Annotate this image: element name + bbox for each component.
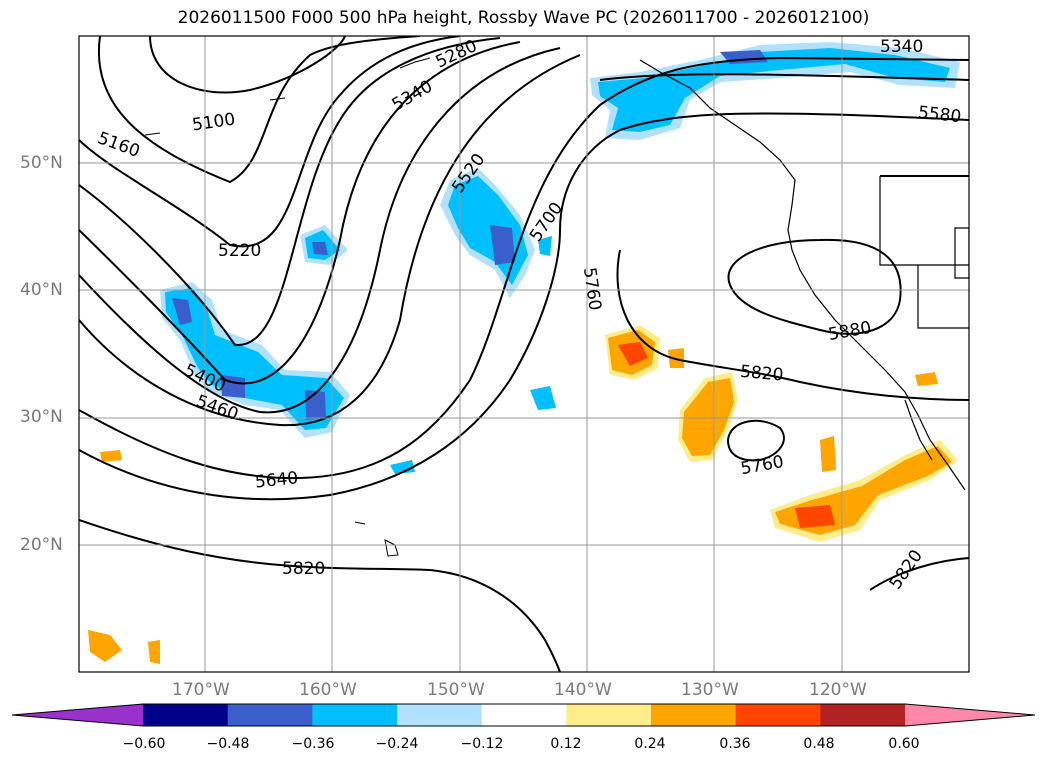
lon-label-170w: 170°W	[172, 680, 230, 700]
lon-label-130w: 130°W	[681, 680, 739, 700]
colorbar-segment	[566, 704, 652, 726]
colorbar-tick: 0.12	[550, 736, 582, 752]
map-title: 2026011500 F000 500 hPa height, Rossby W…	[177, 8, 870, 28]
height-contours	[79, 36, 969, 672]
colorbar-segment	[481, 704, 567, 726]
colorbar-tick: −0.12	[460, 736, 504, 752]
colorbar-extend-low	[12, 704, 143, 726]
colorbar-segment	[312, 704, 398, 726]
graticule	[79, 36, 969, 672]
colorbar-segment	[820, 704, 906, 726]
colorbar-tick: 0.48	[803, 736, 835, 752]
colorbar-tick: −0.36	[291, 736, 335, 752]
colorbar-segment	[143, 704, 229, 726]
colorbar-segment	[397, 704, 483, 726]
contour-label: 5640	[254, 468, 299, 492]
colorbar-segment	[227, 704, 313, 726]
colorbar-segment	[651, 704, 737, 726]
lon-label-150w: 150°W	[427, 680, 485, 700]
colorbar-tick: 0.24	[634, 736, 666, 752]
lon-label-160w: 160°W	[299, 680, 357, 700]
colorbar-tick: 0.36	[719, 736, 751, 752]
colorbar-tick: −0.60	[122, 736, 166, 752]
colorbar-tick: 0.60	[888, 736, 920, 752]
lat-label-20n: 20°N	[20, 535, 63, 555]
lat-label-30n: 30°N	[20, 407, 63, 427]
contour-label: 5340	[880, 37, 923, 57]
lon-label-140w: 140°W	[554, 680, 612, 700]
lon-label-120w: 120°W	[809, 680, 867, 700]
contour-label: 5220	[218, 241, 261, 261]
colorbar-segment	[735, 704, 821, 726]
contour-label: 5820	[282, 559, 325, 579]
contour-label: 5580	[917, 103, 962, 127]
lat-label-50n: 50°N	[20, 153, 63, 173]
colorbar-extend-high	[905, 704, 1035, 726]
colorbar-outline	[11, 703, 1036, 727]
islands	[144, 57, 431, 557]
colorbar-tick: −0.48	[206, 736, 250, 752]
colorbar	[11, 703, 1036, 727]
map-frame	[78, 35, 970, 673]
colorbar-tick: −0.24	[375, 736, 419, 752]
lat-label-40n: 40°N	[20, 280, 63, 300]
contour-label: 5820	[739, 362, 784, 386]
